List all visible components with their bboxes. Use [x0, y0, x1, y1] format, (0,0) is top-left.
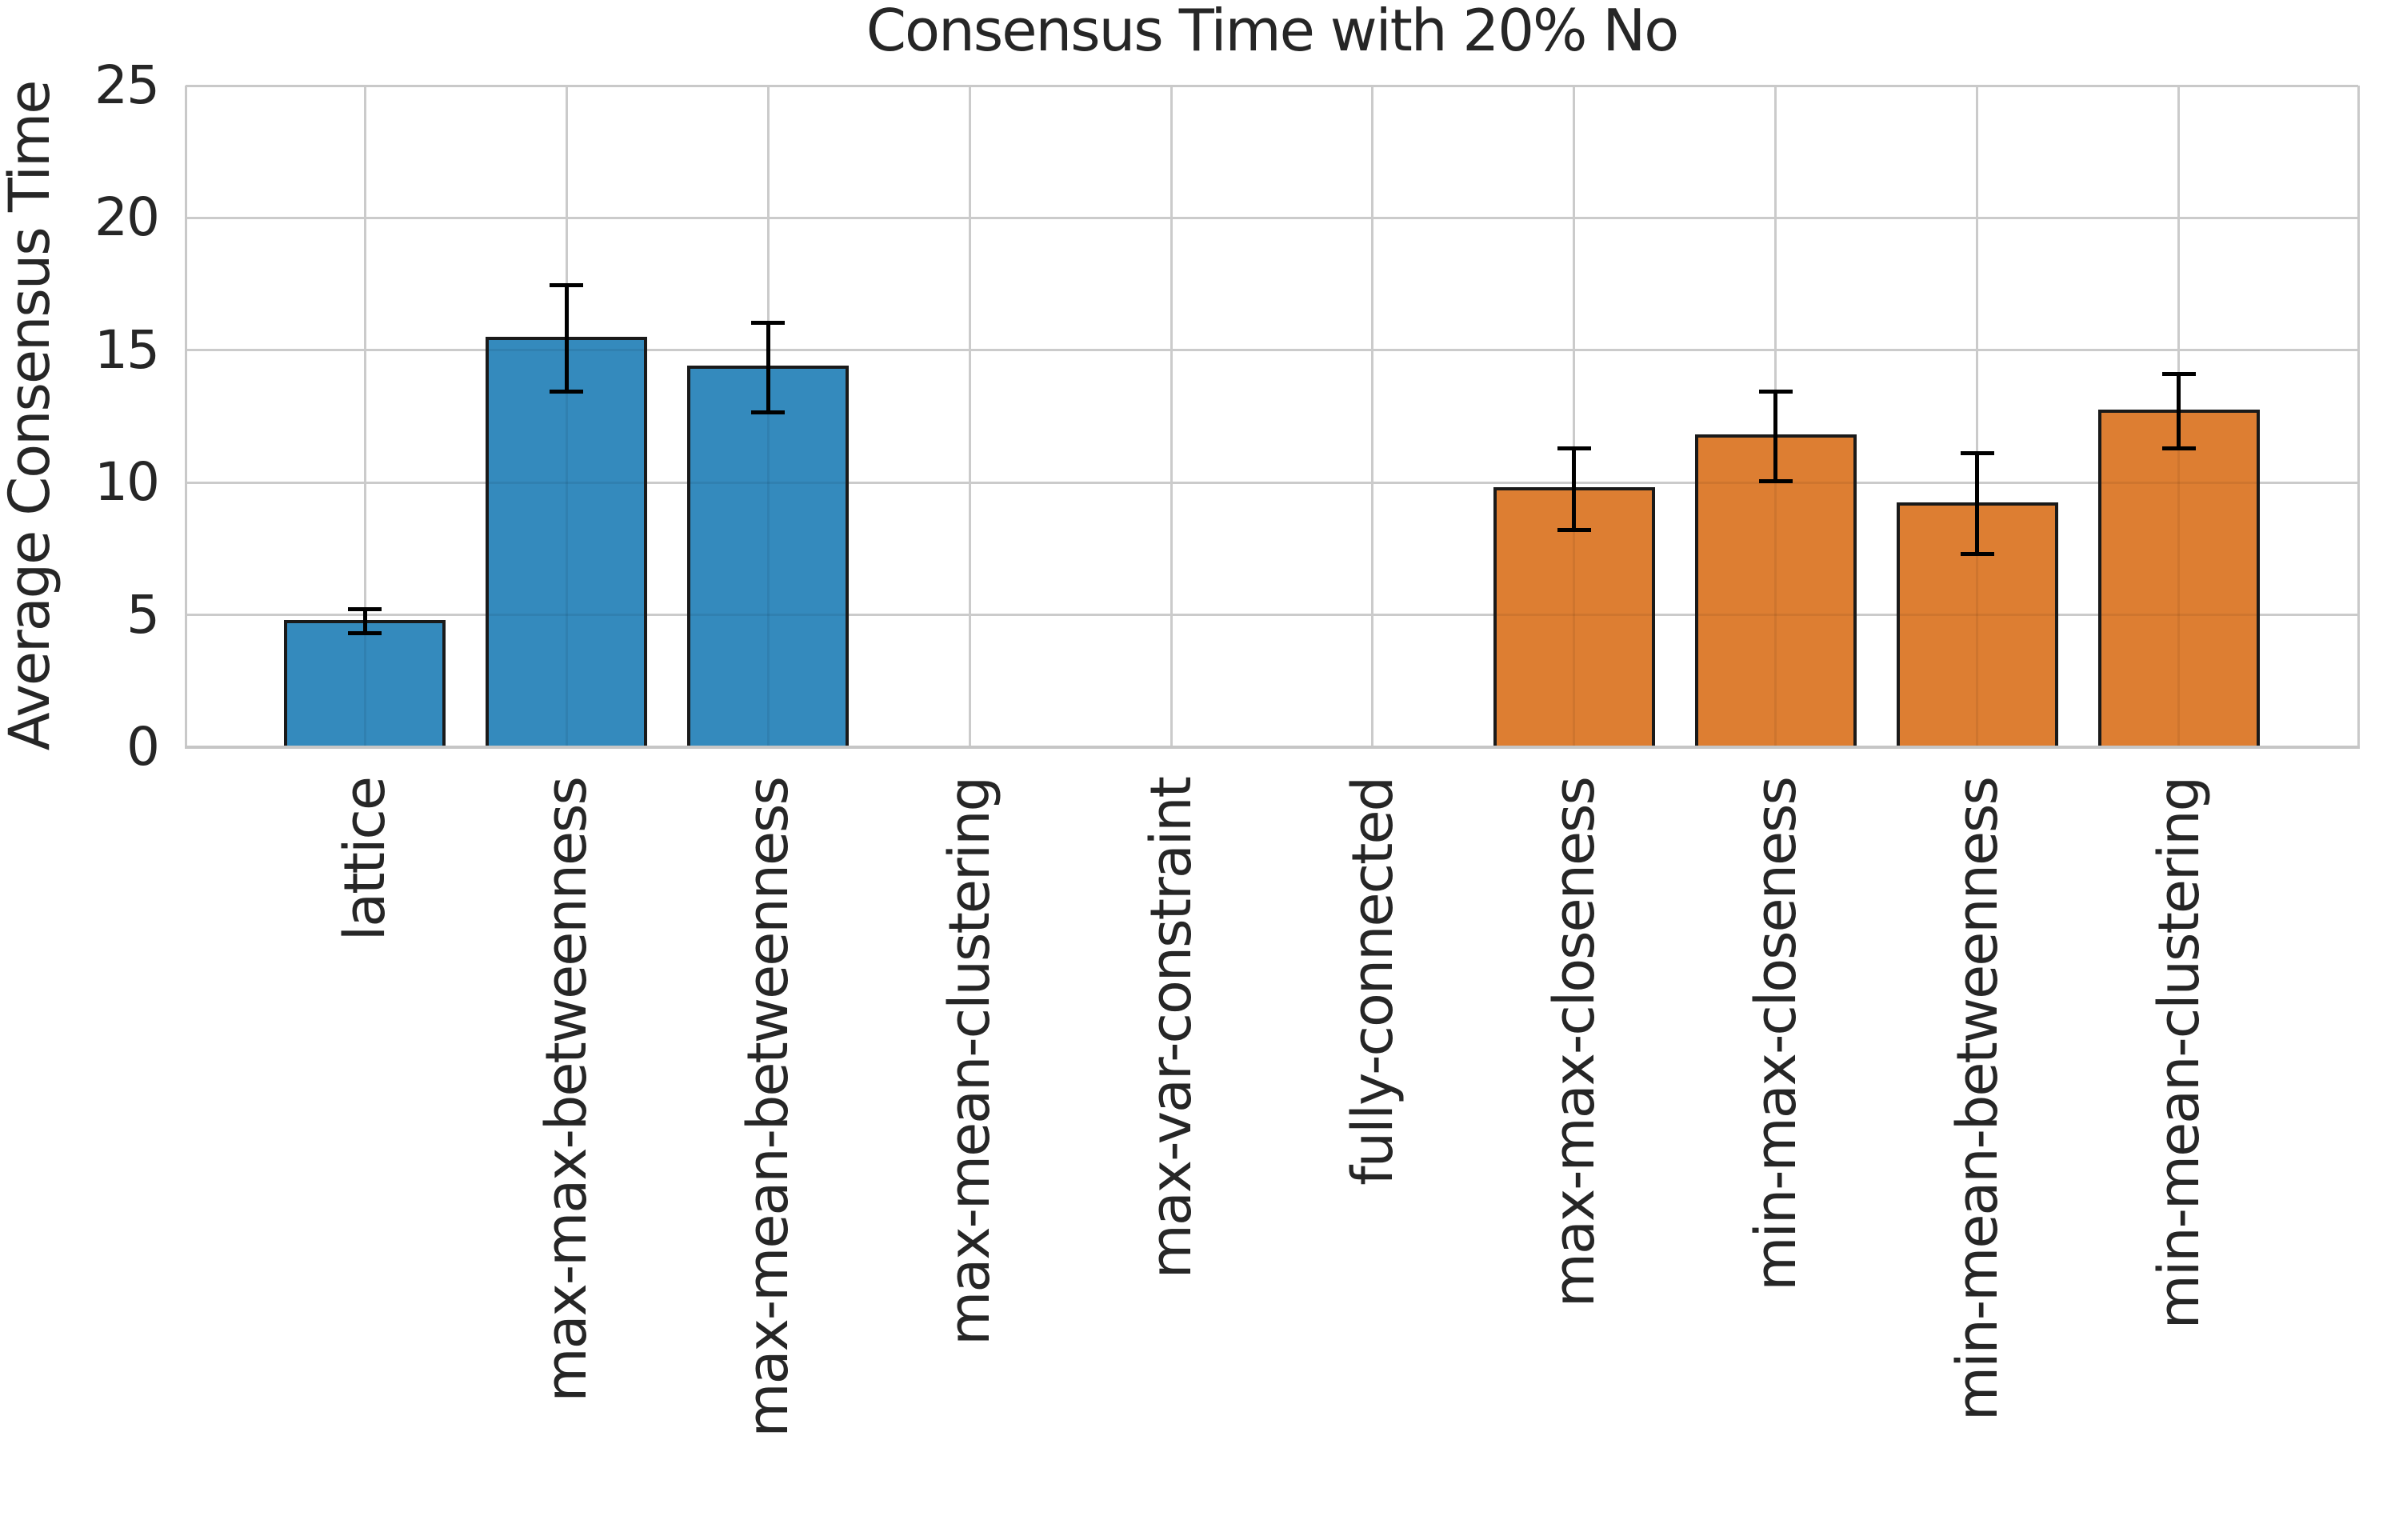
v-gridline: [1976, 86, 1979, 747]
y-tick-label: 10: [94, 451, 160, 514]
bar-grid-stripe: [489, 614, 645, 617]
x-tick-label: min-mean-clustering: [2145, 778, 2212, 1330]
error-bar-min-mean-betweenness: [1975, 453, 1980, 554]
bar-grid-stripe: [690, 614, 846, 617]
left-spine: [185, 86, 187, 747]
y-tick-label: 5: [126, 583, 160, 646]
bar-min-mean-clustering: [2097, 409, 2260, 747]
error-bar-cap: [751, 320, 786, 325]
bar-min-max-closeness: [1694, 434, 1857, 747]
error-bar-cap: [1758, 479, 1793, 484]
error-bar-cap: [751, 410, 786, 415]
error-bar-cap: [1557, 528, 1591, 533]
y-tick-label: 15: [94, 318, 160, 381]
error-bar-cap: [348, 607, 382, 612]
bar-grid-stripe: [363, 622, 366, 747]
bar-grid-stripe: [1573, 490, 1576, 747]
x-tick-label: lattice: [332, 778, 398, 942]
v-gridline: [1573, 86, 1576, 747]
y-axis-label: Average Consensus Time: [0, 81, 62, 751]
error-bar-cap: [1758, 389, 1793, 394]
bar-grid-stripe: [565, 339, 568, 747]
bar-grid-stripe: [2101, 614, 2257, 617]
error-bar-cap: [550, 283, 584, 288]
bar-grid-stripe: [690, 481, 846, 484]
x-tick-label: max-max-betweenness: [534, 778, 600, 1402]
x-tick-label: max-max-closeness: [1541, 778, 1607, 1308]
error-bar-cap: [550, 389, 584, 394]
x-tick-label: max-mean-betweenness: [735, 778, 802, 1438]
bar-grid-stripe: [1697, 614, 1853, 617]
error-bar-cap: [1557, 446, 1591, 450]
v-gridline: [1371, 86, 1374, 747]
y-tick-label: 0: [126, 716, 160, 778]
h-gridline: [186, 481, 2358, 484]
v-gridline: [1170, 86, 1173, 747]
bar-grid-stripe: [1774, 438, 1777, 747]
error-bar-cap: [348, 631, 382, 636]
bar-max-mean-betweenness: [687, 366, 850, 747]
h-gridline: [186, 349, 2358, 352]
error-bar-max-mean-betweenness: [766, 322, 770, 413]
bar-grid-stripe: [1899, 614, 2055, 617]
bottom-spine: [185, 746, 2360, 749]
bar-max-max-betweenness: [486, 336, 648, 747]
chart-title: Consensus Time with 20% No: [866, 0, 1680, 64]
error-bar-cap: [1960, 451, 1994, 456]
bar-grid-stripe: [1976, 505, 1979, 747]
h-gridline: [186, 216, 2358, 219]
y-tick-label: 20: [94, 186, 160, 249]
x-tick-label: max-var-constraint: [1138, 778, 1205, 1279]
error-bar-cap: [1960, 552, 1994, 557]
error-bar-lattice: [362, 609, 367, 634]
error-bar-cap: [2161, 372, 2196, 377]
x-tick-label: max-mean-clustering: [937, 778, 1003, 1346]
error-bar-min-mean-clustering: [2177, 374, 2181, 449]
error-bar-max-max-betweenness: [564, 285, 569, 392]
bar-grid-stripe: [1496, 614, 1652, 617]
error-bar-max-max-closeness: [1572, 448, 1577, 530]
bar-lattice: [284, 619, 446, 747]
h-gridline: [186, 614, 2358, 617]
error-bar-cap: [2161, 446, 2196, 450]
error-bar-min-max-closeness: [1773, 391, 1778, 482]
v-gridline: [968, 86, 971, 747]
bar-grid-stripe: [489, 481, 645, 484]
v-gridline: [363, 86, 366, 747]
x-tick-label: min-max-closeness: [1742, 778, 1809, 1291]
x-tick-label: fully-connected: [1339, 778, 1405, 1186]
bar-grid-stripe: [2101, 481, 2257, 484]
plot-area: [185, 84, 2360, 749]
y-tick-label: 25: [94, 54, 160, 116]
x-tick-label: min-mean-betweenness: [1944, 778, 2010, 1422]
bar-grid-stripe: [766, 369, 770, 747]
right-spine: [2357, 86, 2360, 747]
bar-grid-stripe: [2177, 412, 2181, 747]
top-spine: [186, 85, 2358, 87]
